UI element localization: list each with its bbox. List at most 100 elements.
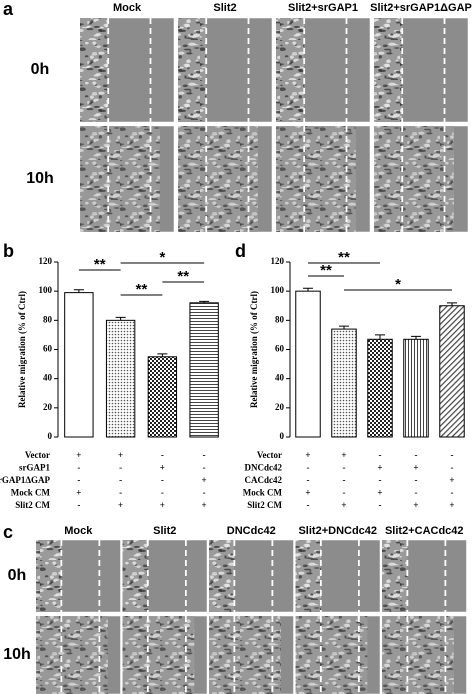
y-tick-label: 20	[275, 402, 285, 412]
column-header: Slit2	[213, 2, 236, 14]
bar	[64, 292, 94, 438]
condition-sign: -	[379, 475, 382, 485]
condition-sign: -	[307, 475, 310, 485]
condition-sign: -	[119, 463, 122, 473]
column-header: Mock	[113, 2, 142, 14]
condition-label: Slit2 CM	[15, 500, 50, 510]
bar	[147, 356, 178, 438]
condition-sign: -	[307, 500, 310, 510]
condition-sign: -	[343, 463, 346, 473]
y-tick-label: 80	[275, 314, 285, 324]
y-tick-label: 120	[271, 256, 285, 266]
error-bar	[375, 334, 385, 340]
cell-area	[36, 540, 62, 612]
cell-area	[276, 18, 305, 122]
column-header: Slit2+srGAP1ΔGAP	[370, 2, 472, 14]
y-tick-label: 40	[43, 373, 53, 383]
cell-area	[374, 126, 454, 232]
cell-area	[178, 18, 207, 122]
cell-area	[80, 126, 160, 232]
condition-sign: -	[415, 475, 418, 485]
significance-label: **	[94, 256, 106, 273]
panel-label: b	[3, 241, 14, 261]
cell-area	[382, 616, 454, 694]
condition-sign: +	[305, 488, 310, 498]
significance-label: **	[177, 268, 189, 285]
error-bar	[411, 335, 421, 340]
condition-sign: -	[415, 488, 418, 498]
row-label: 10h	[3, 646, 31, 663]
condition-sign: +	[202, 500, 207, 510]
condition-sign: +	[305, 450, 310, 460]
condition-sign: +	[377, 488, 382, 498]
condition-sign: +	[118, 500, 123, 510]
condition-sign: -	[379, 450, 382, 460]
y-tick-label: 0	[48, 431, 53, 441]
condition-sign: -	[203, 463, 206, 473]
condition-sign: +	[341, 450, 346, 460]
cell-area	[36, 616, 108, 694]
column-header: Slit2	[153, 525, 176, 537]
cell-area	[295, 616, 368, 694]
significance-label: **	[136, 281, 148, 298]
cell-area	[80, 18, 109, 122]
condition-sign: +	[413, 500, 418, 510]
condition-sign: +	[377, 463, 382, 473]
significance-label: **	[320, 262, 332, 279]
column-header: Mock	[64, 525, 93, 537]
condition-sign: -	[77, 463, 80, 473]
condition-label: Vector	[25, 450, 50, 460]
y-tick-label: 40	[275, 373, 285, 383]
cell-area	[178, 126, 258, 232]
y-tick-label: 100	[271, 285, 285, 295]
condition-sign: -	[451, 488, 454, 498]
cell-area	[295, 540, 321, 612]
panel-label: d	[235, 241, 246, 261]
condition-label: Slit2 CM	[247, 500, 282, 510]
y-axis-label: Relative migration (% of Ctrl)	[249, 291, 259, 408]
error-bar	[447, 302, 457, 306]
condition-sign: +	[76, 450, 81, 460]
condition-sign: +	[413, 463, 418, 473]
condition-sign: -	[343, 488, 346, 498]
y-tick-label: 120	[39, 256, 53, 266]
cell-area	[209, 616, 281, 694]
error-bar	[73, 289, 84, 293]
condition-sign: +	[160, 500, 165, 510]
condition-sign: -	[203, 450, 206, 460]
condition-sign: -	[451, 450, 454, 460]
condition-sign: +	[449, 500, 454, 510]
condition-sign: +	[202, 475, 207, 485]
y-tick-label: 20	[43, 402, 53, 412]
condition-label: Mock CM	[243, 488, 283, 498]
panel-label: c	[3, 522, 13, 542]
error-bar	[115, 316, 126, 321]
condition-sign: -	[161, 488, 164, 498]
condition-sign: +	[341, 500, 346, 510]
condition-sign: -	[77, 475, 80, 485]
significance-label: *	[159, 249, 165, 266]
bar	[331, 328, 357, 438]
column-header: Slit2+CACdc42	[385, 525, 464, 537]
column-header: DNCdc42	[227, 525, 276, 537]
column-header: Slit2+srGAP1	[288, 2, 358, 14]
error-bar	[199, 300, 210, 303]
condition-label: srGAP1	[19, 463, 50, 473]
condition-sign: -	[307, 463, 310, 473]
condition-sign: -	[343, 475, 346, 485]
y-tick-label: 60	[275, 344, 285, 354]
condition-sign: -	[161, 475, 164, 485]
y-tick-label: 100	[39, 285, 53, 295]
row-label: 0h	[8, 567, 27, 584]
row-label: 0h	[31, 61, 50, 78]
error-bar	[303, 287, 313, 292]
y-tick-label: 0	[280, 431, 285, 441]
condition-sign: -	[77, 500, 80, 510]
error-bar	[339, 325, 349, 330]
cell-area	[122, 616, 195, 694]
panel-label: a	[3, 0, 14, 19]
bar	[403, 338, 429, 438]
condition-sign: +	[76, 488, 81, 498]
cell-area	[382, 540, 408, 612]
